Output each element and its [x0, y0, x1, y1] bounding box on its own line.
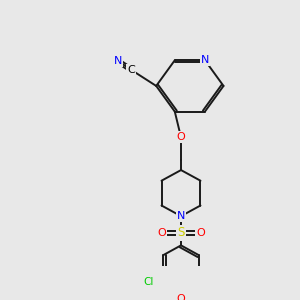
Text: O: O	[196, 228, 205, 238]
Text: O: O	[177, 132, 185, 142]
Text: O: O	[157, 228, 166, 238]
Text: N: N	[177, 211, 185, 221]
Text: Cl: Cl	[143, 277, 153, 287]
Text: N: N	[201, 55, 209, 65]
Text: N: N	[114, 56, 122, 66]
Text: C: C	[128, 65, 135, 75]
Text: S: S	[177, 226, 185, 239]
Text: O: O	[177, 294, 185, 300]
